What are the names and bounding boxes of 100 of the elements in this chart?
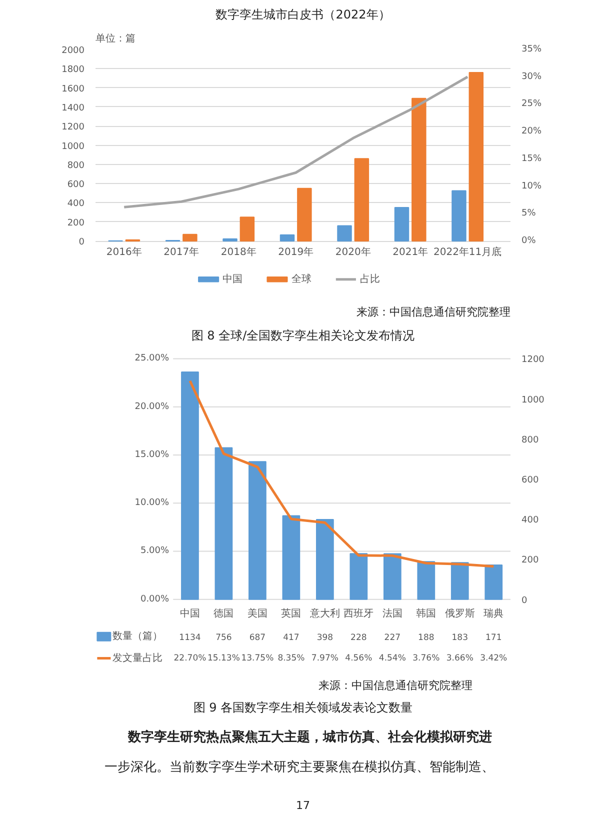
y-tick-label: 800 xyxy=(67,160,85,171)
bar xyxy=(337,225,352,242)
data-label: 8.35% xyxy=(278,653,305,664)
bar xyxy=(354,158,370,242)
text: 图 8 全球/全国数字孪生相关论文发布情况 xyxy=(191,328,415,342)
x-tick-label: 2021年 xyxy=(392,246,428,258)
y2-tick-label: 400 xyxy=(522,516,539,526)
x-tick-label: 2018年 xyxy=(220,246,256,258)
text: 图 9 各国数字孪生相关领域发表论文数量 xyxy=(193,700,413,714)
data-label: 188 xyxy=(418,633,434,644)
bar xyxy=(452,190,466,242)
data-label: 227 xyxy=(384,633,401,644)
text: 数字孪生城市白皮书（2022年） xyxy=(216,8,390,22)
bar xyxy=(248,461,266,600)
source-note: 来源：中国信息通信研究院整理 xyxy=(318,679,472,692)
bar xyxy=(316,519,334,600)
y-tick-label: 0.00% xyxy=(140,594,170,604)
bar xyxy=(214,447,233,600)
data-label: 3.42% xyxy=(480,653,508,664)
y2-tick-label: 800 xyxy=(522,435,539,446)
y-tick-label: 15.00% xyxy=(134,450,170,460)
bar xyxy=(297,188,312,242)
x-tick-label: 瑞典 xyxy=(484,607,504,620)
y2-tick-label: 25% xyxy=(522,99,542,110)
y-tick-label: 600 xyxy=(67,180,85,190)
data-label: 7.97% xyxy=(311,653,338,664)
bar xyxy=(282,515,300,600)
bar xyxy=(484,564,503,600)
y2-tick-label: 35% xyxy=(522,44,542,54)
legend-label: 占比 xyxy=(360,272,380,285)
data-label: 3.66% xyxy=(446,653,474,664)
data-label: 15.13% xyxy=(208,653,240,664)
x-tick-label: 韩国 xyxy=(416,607,436,620)
y-tick-label: 1400 xyxy=(62,103,85,114)
y2-tick-label: 30% xyxy=(522,72,542,82)
y-axis-title: 单位：篇 xyxy=(96,32,136,44)
y-tick-label: 2000 xyxy=(62,46,85,56)
y2-tick-label: 15% xyxy=(522,154,542,164)
text: 17 xyxy=(296,799,310,812)
y-tick-label: 1600 xyxy=(62,84,85,94)
bar xyxy=(394,207,410,242)
bar xyxy=(412,98,426,242)
data-label: 4.56% xyxy=(345,653,372,664)
x-tick-label: 中国 xyxy=(180,607,200,620)
y2-tick-label: 0 xyxy=(522,596,528,606)
legend-label: 全球 xyxy=(291,272,312,285)
y-tick-label: 400 xyxy=(67,199,85,210)
y2-tick-label: 1200 xyxy=(522,355,545,366)
y-tick-label: 10.00% xyxy=(134,498,170,508)
y-tick-label: 200 xyxy=(67,218,85,228)
data-label: 228 xyxy=(350,633,367,644)
data-label: 3.76% xyxy=(412,653,440,664)
x-tick-label: 2020年 xyxy=(335,246,371,258)
data-label: 183 xyxy=(452,633,468,644)
y2-tick-label: 200 xyxy=(522,556,539,566)
y2-tick-label: 1000 xyxy=(522,395,545,406)
text: 数字孪生研究热点聚焦五大主题，城市仿真、社会化模拟研究进 xyxy=(126,729,492,745)
data-label: 756 xyxy=(216,633,232,644)
source-note: 来源：中国信息通信研究院整理 xyxy=(356,306,510,318)
y-tick-label: 0 xyxy=(78,238,85,248)
y2-tick-label: 5% xyxy=(522,208,536,219)
y-tick-label: 20.00% xyxy=(134,402,170,412)
legend-label: 中国 xyxy=(222,272,243,285)
line-series xyxy=(188,380,495,568)
line-series xyxy=(122,76,469,208)
data-label: 417 xyxy=(283,633,300,644)
bar xyxy=(181,371,199,600)
x-tick-label: 法国 xyxy=(382,607,402,620)
bar xyxy=(383,553,402,600)
y2-tick-label: 20% xyxy=(522,126,542,137)
x-tick-label: 英国 xyxy=(281,607,302,620)
data-label: 13.75% xyxy=(241,653,274,664)
bar xyxy=(222,238,238,242)
y-tick-label: 1200 xyxy=(62,122,85,133)
data-label: 398 xyxy=(316,633,334,644)
bar xyxy=(417,561,436,600)
data-label: 22.70% xyxy=(174,653,206,664)
x-tick-label: 美国 xyxy=(247,607,268,620)
x-tick-label: 2022年11月底 xyxy=(433,246,502,258)
y-tick-label: 25.00% xyxy=(134,354,170,364)
data-label: 687 xyxy=(249,633,266,644)
legend-label: 发文量占比 xyxy=(112,652,162,664)
y2-tick-label: 0% xyxy=(522,236,536,246)
x-tick-label: 2016年 xyxy=(106,246,142,258)
x-tick-label: 俄罗斯 xyxy=(444,607,475,620)
x-tick-label: 意大利 xyxy=(308,607,340,620)
bar xyxy=(350,553,368,600)
x-tick-label: 2019年 xyxy=(278,246,314,258)
bar xyxy=(280,234,295,242)
y-tick-label: 1800 xyxy=(62,65,85,76)
y2-tick-label: 10% xyxy=(522,181,542,192)
bar xyxy=(240,216,255,242)
y2-tick-label: 600 xyxy=(522,476,539,486)
legend-label: 数量（篇） xyxy=(112,631,162,642)
x-tick-label: 西班牙 xyxy=(344,607,374,620)
bar xyxy=(182,234,198,242)
x-tick-label: 德国 xyxy=(214,608,234,620)
bar xyxy=(468,72,484,242)
text: 一步深化。当前数字孪生学术研究主要聚焦在模拟仿真、智能制造、 xyxy=(104,759,495,775)
data-label: 4.54% xyxy=(378,653,406,664)
